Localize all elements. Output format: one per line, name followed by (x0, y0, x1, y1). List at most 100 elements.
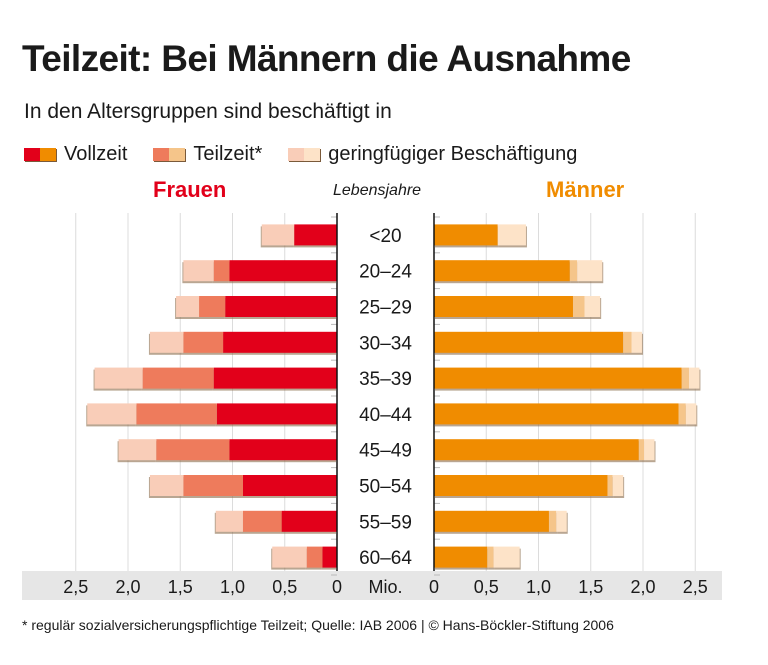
bar-left-geringfgigerbeschftigung (183, 260, 214, 282)
category-label: 25–29 (359, 298, 412, 319)
bar-left-geringfgigerbeschftigung (94, 367, 143, 389)
bar-left-geringfgigerbeschftigung (118, 439, 157, 461)
unit-label: Mio. (368, 577, 402, 597)
bar-right-geringfgigerbeschftigung (688, 367, 700, 389)
bar-left-teilzeit (183, 475, 243, 496)
chart-title: Teilzeit: Bei Männern die Ausnahme (22, 38, 631, 79)
bar-right-geringfgigerbeschftigung (631, 331, 642, 353)
bar-left-teilzeit (142, 367, 214, 389)
legend-label: Teilzeit* (193, 143, 263, 165)
legend-swatch-men (304, 148, 321, 161)
legend: Vollzeit Teilzeit* geringfügiger Beschäf… (24, 143, 603, 166)
legend-label: geringfügiger Beschäftigung (328, 143, 578, 165)
bar-left-vollzeit (223, 331, 337, 353)
bar-right-vollzeit (434, 510, 549, 532)
bar-right-vollzeit (434, 367, 682, 389)
bar-left-geringfgigerbeschftigung (261, 224, 295, 246)
bar-right-geringfgigerbeschftigung (577, 260, 603, 282)
bar-left-vollzeit (229, 260, 337, 282)
bar-left-vollzeit (294, 224, 337, 246)
tick-label-left: 1,5 (168, 577, 193, 597)
bar-right-geringfgigerbeschftigung (685, 403, 697, 425)
bar-right-teilzeit (548, 510, 557, 532)
tick-label-left: 0 (332, 577, 342, 597)
bar-left-geringfgigerbeschftigung (87, 403, 137, 425)
footnote: * regulär sozialversicherungspflichtige … (22, 617, 614, 633)
category-label: 45–49 (359, 441, 412, 462)
bar-right-vollzeit (434, 403, 679, 425)
legend-item-teilzeit: Teilzeit* (153, 143, 262, 166)
bar-left-vollzeit (281, 510, 337, 532)
tick-label-right: 0 (429, 577, 439, 597)
bar-right-vollzeit (434, 224, 498, 246)
bar-right-geringfgigerbeschftigung (493, 546, 520, 568)
bar-left-vollzeit (225, 296, 337, 317)
bar-left-teilzeit (213, 260, 230, 282)
category-label: 20–24 (359, 262, 412, 283)
legend-swatch-women (288, 148, 305, 161)
bar-right-vollzeit (434, 296, 573, 317)
bar-left-geringfgigerbeschftigung (272, 546, 307, 568)
tick-label-left: 2,5 (63, 577, 88, 597)
group-label-men: Männer (546, 177, 625, 202)
bar-right-teilzeit (638, 439, 645, 461)
bar-right-teilzeit (607, 475, 613, 496)
bar-right-geringfgigerbeschftigung (497, 224, 526, 246)
category-label: 50–54 (359, 477, 412, 498)
bar-right-vollzeit (434, 331, 624, 353)
legend-label: Vollzeit (64, 143, 128, 165)
bar-right-teilzeit (569, 260, 578, 282)
center-axis-label: Lebensjahre (333, 182, 422, 199)
legend-swatch-women (153, 148, 170, 161)
category-label: <20 (369, 226, 401, 247)
tick-label-right: 2,0 (630, 577, 655, 597)
tick-label-left: 1,0 (220, 577, 245, 597)
legend-swatch-men (169, 148, 186, 161)
tick-label-right: 1,0 (526, 577, 551, 597)
bar-left-geringfgigerbeschftigung (215, 510, 243, 532)
bar-left-teilzeit (183, 331, 224, 353)
bar-right-geringfgigerbeschftigung (612, 475, 624, 496)
category-label: 55–59 (359, 512, 412, 533)
category-label: 40–44 (359, 405, 412, 426)
bar-left-teilzeit (242, 510, 282, 532)
bar-left-vollzeit (213, 367, 337, 389)
bar-right-teilzeit (572, 296, 585, 317)
bar-right-teilzeit (681, 367, 689, 389)
axis-band (22, 571, 722, 600)
bar-left-geringfgigerbeschftigung (149, 331, 184, 353)
legend-item-vollzeit: Vollzeit (24, 143, 127, 166)
bar-right-vollzeit (434, 546, 488, 568)
category-label: 35–39 (359, 369, 412, 390)
bar-right-geringfgigerbeschftigung (556, 510, 567, 532)
bar-left-vollzeit (216, 403, 337, 425)
bar-left-geringfgigerbeschftigung (149, 475, 184, 496)
legend-item-geringfuegig: geringfügiger Beschäftigung (288, 143, 577, 166)
bar-right-teilzeit (623, 331, 632, 353)
bar-right-teilzeit (487, 546, 494, 568)
legend-swatch-women (24, 148, 40, 161)
bar-left-teilzeit (156, 439, 230, 461)
bar-left-vollzeit (242, 475, 337, 496)
bar-left-teilzeit (306, 546, 323, 568)
group-label-women: Frauen (153, 177, 227, 202)
tick-label-right: 2,5 (683, 577, 708, 597)
category-label: 60–64 (359, 548, 412, 569)
bar-right-vollzeit (434, 260, 570, 282)
tick-label-left: 0,5 (272, 577, 297, 597)
bar-right-geringfgigerbeschftigung (584, 296, 601, 317)
tick-label-right: 0,5 (474, 577, 499, 597)
bar-left-teilzeit (136, 403, 217, 425)
bar-left-vollzeit (229, 439, 337, 461)
bar-left-geringfgigerbeschftigung (176, 296, 200, 317)
category-label: 30–34 (359, 333, 412, 354)
tick-label-right: 1,5 (578, 577, 603, 597)
bar-right-teilzeit (678, 403, 686, 425)
tick-label-left: 2,0 (115, 577, 140, 597)
bar-left-vollzeit (322, 546, 337, 568)
bar-right-vollzeit (434, 475, 608, 496)
chart-subtitle: In den Altersgruppen sind beschäftigt in (24, 100, 392, 123)
bar-right-vollzeit (434, 439, 639, 461)
